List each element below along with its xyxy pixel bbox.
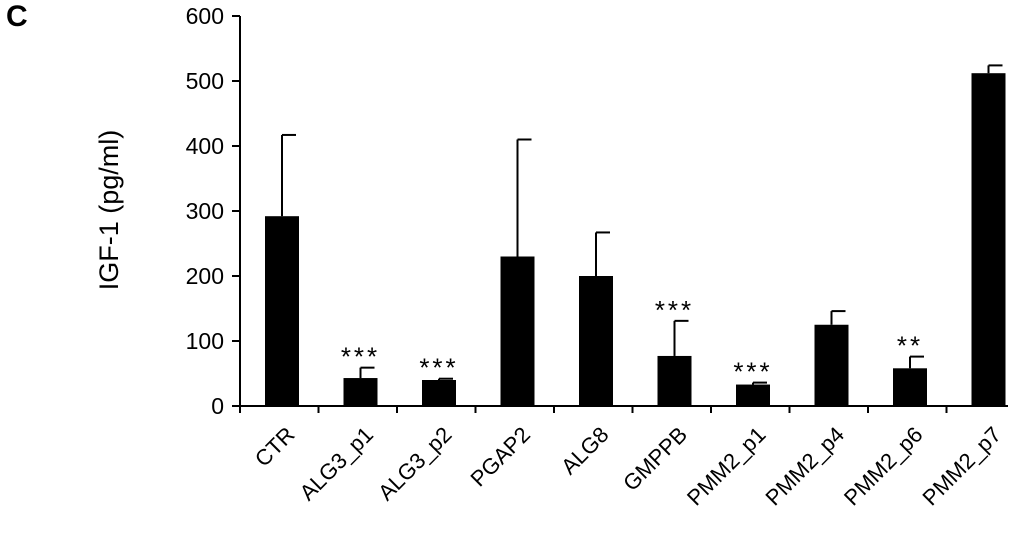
bar	[657, 355, 692, 406]
significance-marks: *** ***********	[341, 295, 923, 387]
panel-label: C	[6, 0, 28, 33]
category-label: CTR	[250, 422, 300, 472]
bar	[814, 324, 849, 406]
bar	[579, 276, 613, 406]
bar	[500, 256, 535, 406]
bar	[265, 216, 299, 406]
category-label: PMM2_p6	[839, 422, 928, 511]
bar	[893, 368, 927, 406]
significance-label: ***	[733, 357, 772, 387]
y-tick-label: 200	[186, 263, 224, 289]
category-label: ALG3_p1	[295, 422, 378, 505]
category-label: ALG3_p2	[373, 422, 456, 505]
category-label: PMM2_p7	[917, 422, 1006, 511]
significance-label: **	[897, 331, 923, 361]
y-tick-label: 300	[186, 198, 224, 224]
bars	[265, 73, 1006, 406]
y-tick-label: 400	[186, 133, 224, 159]
category-label: PMM2_p4	[760, 422, 849, 511]
y-axis-label: IGF-1 (pg/ml)	[94, 130, 124, 291]
significance-label: ***	[419, 353, 458, 383]
bar	[422, 380, 456, 406]
y-axis: 0 100 200 300 400 500 600	[186, 3, 241, 419]
category-label: PGAP2	[465, 422, 535, 492]
bar	[343, 378, 378, 406]
y-tick-label: 100	[186, 328, 224, 354]
significance-label: ***	[655, 295, 694, 325]
x-axis	[239, 405, 1008, 413]
category-label: ALG8	[556, 422, 613, 479]
y-tick-label: 500	[186, 68, 224, 94]
category-label: GMPPB	[618, 422, 692, 496]
y-tick-label: 600	[186, 3, 224, 29]
error-bars	[281, 64, 1003, 385]
category-label: PMM2_p1	[682, 422, 771, 511]
significance-label: ***	[341, 342, 380, 372]
bar	[736, 384, 770, 406]
bar	[971, 73, 1006, 406]
y-tick-label: 0	[211, 393, 224, 419]
